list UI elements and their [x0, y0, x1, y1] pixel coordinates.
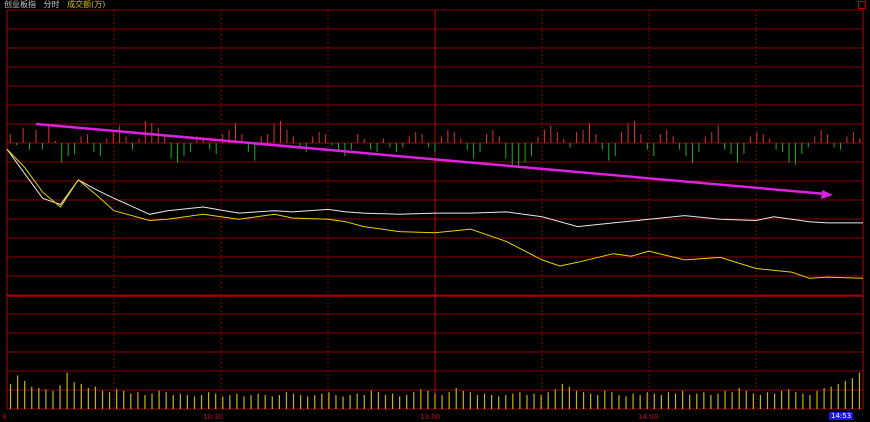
time-tick-1030: 10:30 — [203, 413, 224, 421]
close-box-icon[interactable] — [858, 1, 866, 9]
price-lines — [6, 148, 864, 279]
volume-label: 成交额(万) — [67, 0, 106, 9]
trend-arrow-icon — [35, 122, 833, 199]
time-tick-1300: 13:00 — [420, 413, 441, 421]
time-tick-1400: 14:00 — [638, 413, 659, 421]
price-line — [6, 148, 863, 228]
chart-header: 创业板指 分时 成交额(万) — [4, 0, 110, 10]
current-time-badge: 14:53 — [829, 412, 854, 420]
time-tick-0: 0 — [2, 413, 7, 421]
average-line — [6, 148, 864, 279]
volume-bars — [9, 372, 861, 409]
index-title[interactable]: 创业板指 — [4, 0, 36, 9]
mode-label[interactable]: 分时 — [43, 0, 60, 9]
chart-grid — [6, 9, 864, 410]
